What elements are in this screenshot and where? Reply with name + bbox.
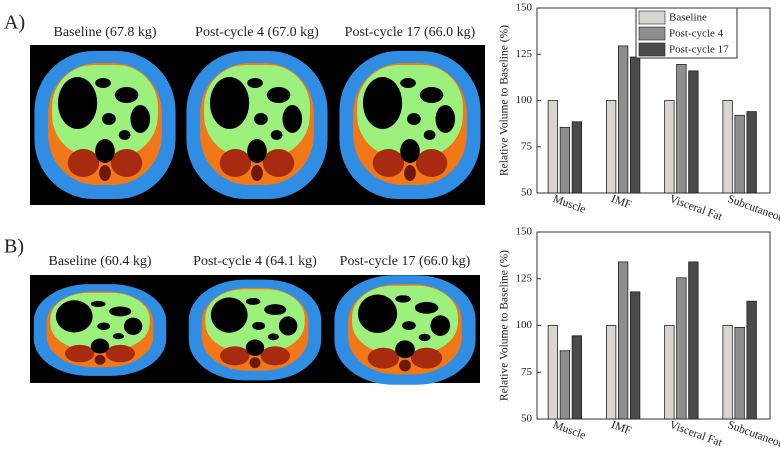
bar [664, 325, 675, 420]
x-tick-label: Subcutaneous Fat [726, 193, 780, 232]
bar [676, 64, 687, 194]
ct-slice [33, 284, 167, 376]
bar [617, 261, 629, 420]
legend-label: Baseline [669, 12, 707, 24]
x-tick-label: Visceral Fat [668, 193, 725, 223]
ct-slice [34, 51, 176, 199]
y-tick-label: 100 [516, 94, 533, 106]
legend-swatch [638, 10, 666, 25]
x-tick-label: IMF [609, 419, 632, 437]
y-tick-label: 150 [516, 2, 533, 14]
bar [734, 326, 745, 420]
bar [722, 100, 733, 194]
bar [559, 350, 571, 420]
x-tick-label: Muscle [551, 419, 587, 442]
bar [547, 325, 559, 420]
bar [746, 300, 757, 420]
panel-label: B) [4, 236, 24, 258]
bar [688, 261, 699, 420]
image-caption: Baseline (60.4 kg) [48, 254, 151, 269]
y-tick-label: 50 [521, 413, 533, 425]
y-tick-label: 125 [516, 48, 533, 60]
bar [605, 325, 617, 420]
bar [734, 114, 745, 194]
y-axis-label: Relative Volume to Baseline (%) [499, 250, 511, 401]
x-tick-label: IMF [609, 193, 632, 211]
bar [664, 100, 675, 194]
bar [688, 70, 699, 194]
bar [547, 100, 559, 194]
bar [746, 111, 757, 194]
ct-slice [186, 51, 328, 199]
image-caption: Post-cycle 17 (66.0 kg) [340, 254, 471, 269]
ct-slice [334, 275, 476, 385]
ct-slice [188, 279, 322, 381]
y-tick-label: 100 [516, 319, 533, 331]
bar [676, 277, 687, 420]
bar [571, 335, 583, 420]
y-tick-label: 150 [516, 226, 533, 238]
bar [605, 100, 617, 194]
y-tick-label: 75 [521, 366, 533, 378]
legend-label: Post-cycle 17 [669, 44, 729, 56]
y-tick-label: 50 [521, 187, 533, 199]
bar [559, 126, 571, 194]
y-tick-label: 125 [516, 272, 533, 284]
bar [629, 291, 641, 420]
x-tick-label: Muscle [551, 193, 587, 216]
image-caption: Baseline (67.8 kg) [53, 25, 156, 40]
x-tick-label: Visceral Fat [668, 419, 725, 449]
bar [571, 121, 583, 194]
y-tick-label: 75 [521, 140, 533, 152]
ct-slice [339, 51, 481, 199]
image-caption: Post-cycle 17 (66.0 kg) [345, 25, 476, 40]
y-axis-label: Relative Volume to Baseline (%) [499, 25, 511, 176]
legend-swatch [638, 26, 666, 41]
x-tick-label: Subcutaneous Fat [726, 419, 780, 458]
bar [722, 325, 733, 420]
panel-b-images [30, 275, 480, 385]
image-caption: Post-cycle 4 (64.1 kg) [193, 254, 317, 269]
legend-swatch [638, 42, 666, 57]
image-caption: Post-cycle 4 (67.0 kg) [195, 25, 319, 40]
panel-label: A) [4, 12, 25, 34]
panel-a-images [30, 45, 485, 205]
legend-label: Post-cycle 4 [669, 28, 724, 40]
bar [629, 56, 641, 194]
bar [617, 45, 629, 194]
